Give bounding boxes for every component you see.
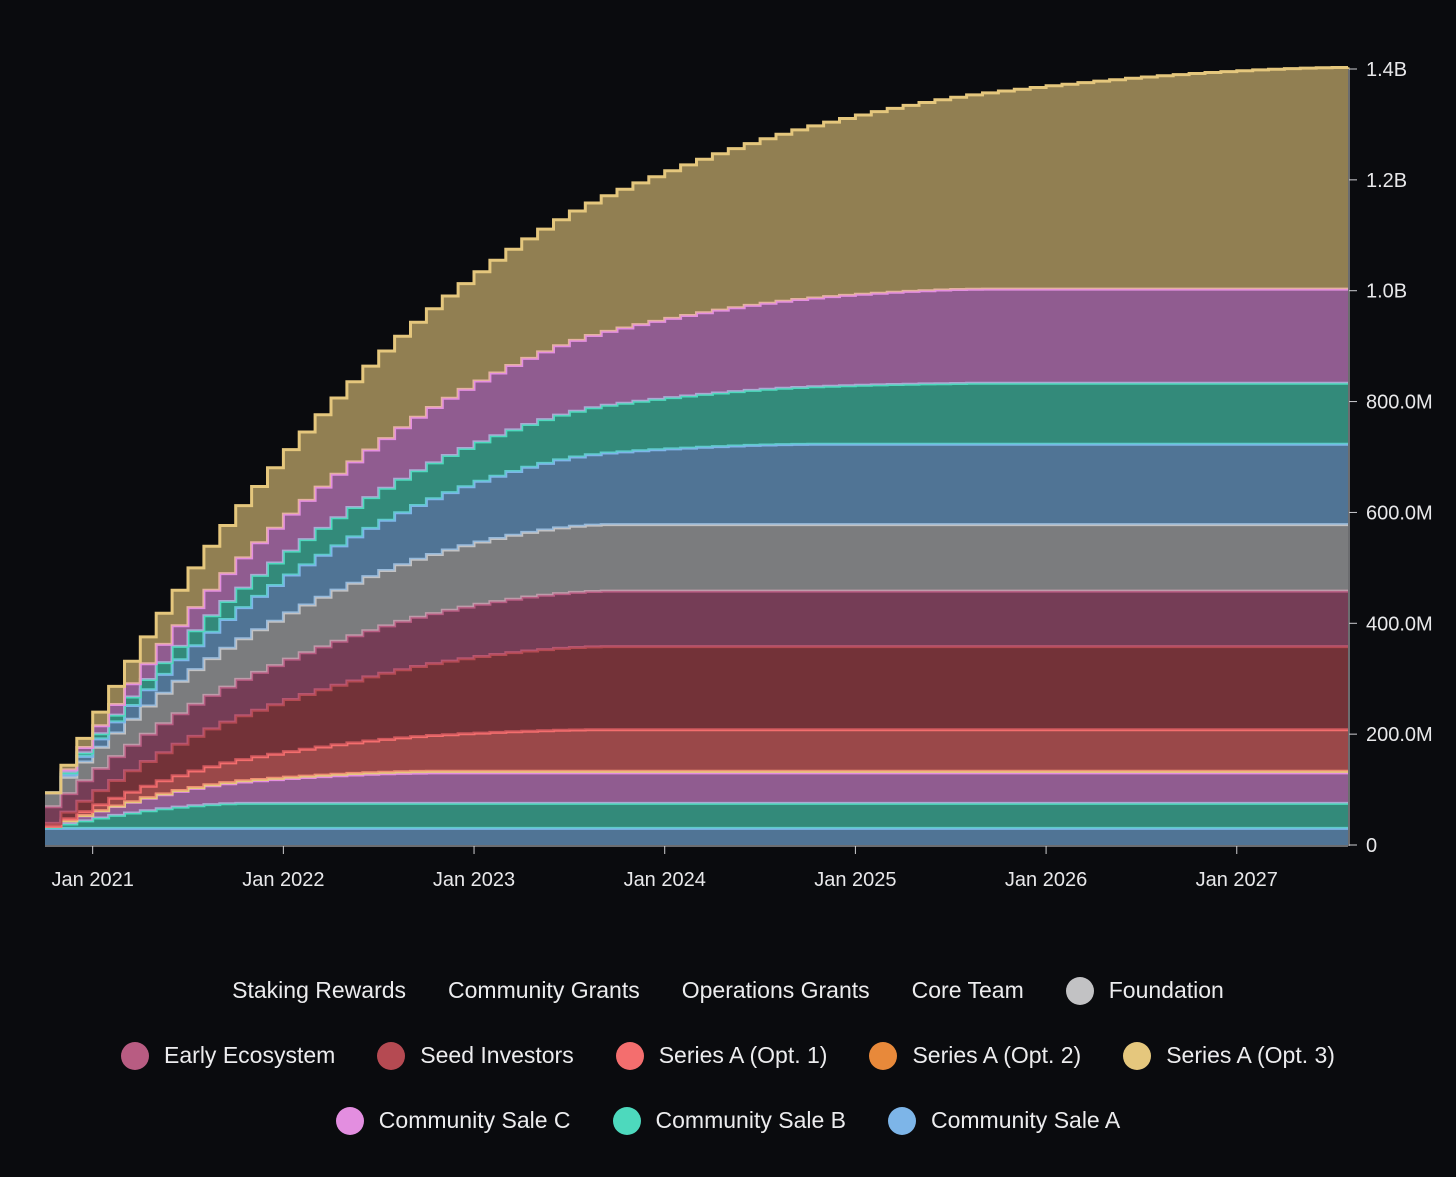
legend-row: Early Ecosystem Seed Investors Series A (O… bbox=[0, 1023, 1456, 1088]
area-series-a-opt-1 bbox=[45, 729, 1348, 827]
y-tick-label: 200.0M bbox=[1366, 724, 1433, 746]
x-axis: Jan 2021 Jan 2022 Jan 2023 Jan 2024 Jan 2025… bbox=[45, 845, 1348, 891]
legend-row: Staking Rewards Community Grants Operation… bbox=[0, 958, 1456, 1023]
area-early-ecosystem bbox=[45, 591, 1348, 824]
chart: Jan 2021 Jan 2022 Jan 2023 Jan 2024 Jan 2025… bbox=[45, 59, 1433, 891]
area-community-grants bbox=[45, 289, 1348, 793]
legend-swatch bbox=[888, 1106, 916, 1135]
legend-swatch bbox=[869, 1041, 898, 1070]
y-tick-label: 1.2B bbox=[1366, 170, 1407, 192]
area-staking-rewards bbox=[45, 67, 1348, 793]
legend-item-community-grants[interactable]: Community Grants bbox=[448, 977, 640, 1004]
x-tick-label: Jan 2026 bbox=[1005, 869, 1087, 891]
legend-item-series-a-opt-3[interactable]: Series A (Opt. 3) bbox=[1123, 1041, 1335, 1070]
area-series-group bbox=[45, 66, 1350, 845]
x-tick-label: Jan 2023 bbox=[433, 869, 515, 891]
legend-item-foundation[interactable]: Foundation bbox=[1065, 976, 1224, 1005]
y-tick-label: 1.4B bbox=[1366, 59, 1407, 81]
legend-item-early-ecosystem[interactable]: Early Ecosystem bbox=[121, 1041, 336, 1070]
legend-swatch bbox=[612, 1106, 641, 1135]
legend-swatch bbox=[615, 1041, 644, 1070]
line-staking-rewards bbox=[45, 66, 1350, 795]
legend-label: Community Sale B bbox=[655, 1107, 846, 1133]
legend-item-seed-investors[interactable]: Seed Investors bbox=[377, 1041, 574, 1070]
area-seed-investors bbox=[45, 646, 1348, 827]
legend-item-staking-rewards[interactable]: Staking Rewards bbox=[232, 977, 406, 1004]
area-community-sale-c bbox=[45, 772, 1348, 828]
legend-item-community-sale-a[interactable]: Community Sale A bbox=[888, 1106, 1121, 1135]
x-tick-label: Jan 2024 bbox=[624, 869, 706, 891]
stacked-area-chart: Jan 2021 Jan 2022 Jan 2023 Jan 2024 Jan 2025… bbox=[45, 59, 1433, 891]
area-foundation bbox=[45, 524, 1348, 807]
x-tick-label: Jan 2027 bbox=[1196, 869, 1278, 891]
area-community-sale-a bbox=[45, 828, 1348, 845]
legend-item-community-sale-b[interactable]: Community Sale B bbox=[612, 1106, 846, 1135]
y-tick-label: 0 bbox=[1366, 835, 1377, 857]
legend-swatch bbox=[1065, 976, 1094, 1005]
area-core-team bbox=[45, 444, 1348, 793]
legend-label: Operations Grants bbox=[681, 977, 870, 1003]
x-tick-label: Jan 2022 bbox=[242, 869, 324, 891]
x-tick-label: Jan 2025 bbox=[814, 869, 896, 891]
legend-label: Series A (Opt. 1) bbox=[658, 1042, 828, 1068]
legend-label: Community Sale C bbox=[378, 1107, 571, 1133]
legend-label: Staking Rewards bbox=[232, 977, 407, 1003]
legend-item-core-team[interactable]: Core Team bbox=[912, 977, 1024, 1004]
legend-item-series-a-opt-1[interactable]: Series A (Opt. 1) bbox=[615, 1041, 828, 1070]
y-tick-label: 600.0M bbox=[1366, 502, 1433, 524]
y-tick-label: 800.0M bbox=[1366, 392, 1433, 414]
legend-label: Series A (Opt. 2) bbox=[912, 1042, 1082, 1068]
y-axis: 0 200.0M 400.0M 600.0M 800.0M 1.0B 1.2B 1.4B bbox=[1348, 59, 1433, 857]
x-tick-label: Jan 2021 bbox=[52, 869, 134, 891]
legend-swatch bbox=[377, 1041, 406, 1070]
legend-label: Core Team bbox=[911, 977, 1024, 1003]
legend-label: Foundation bbox=[1108, 977, 1224, 1003]
legend-label: Series A (Opt. 3) bbox=[1166, 1042, 1335, 1068]
y-tick-label: 400.0M bbox=[1366, 613, 1433, 635]
area-community-sale-b bbox=[45, 803, 1348, 829]
legend-row: Community Sale C Community Sale B Communit… bbox=[0, 1088, 1456, 1153]
legend-item-operations-grants[interactable]: Operations Grants bbox=[682, 977, 870, 1004]
legend-swatch bbox=[121, 1041, 150, 1070]
y-tick-label: 1.0B bbox=[1366, 281, 1407, 303]
legend-label: Early Ecosystem bbox=[164, 1042, 336, 1068]
area-operations-grants bbox=[45, 383, 1348, 793]
legend-item-community-sale-c[interactable]: Community Sale C bbox=[335, 1106, 571, 1135]
legend-label: Seed Investors bbox=[420, 1042, 574, 1068]
legend-swatch bbox=[335, 1106, 364, 1135]
legend-label: Community Sale A bbox=[931, 1107, 1121, 1133]
legend: Staking Rewards Community Grants Operation… bbox=[0, 958, 1456, 1153]
legend-item-series-a-opt-2[interactable]: Series A (Opt. 2) bbox=[869, 1041, 1082, 1070]
legend-swatch bbox=[1123, 1041, 1152, 1070]
legend-label: Community Grants bbox=[448, 977, 640, 1003]
